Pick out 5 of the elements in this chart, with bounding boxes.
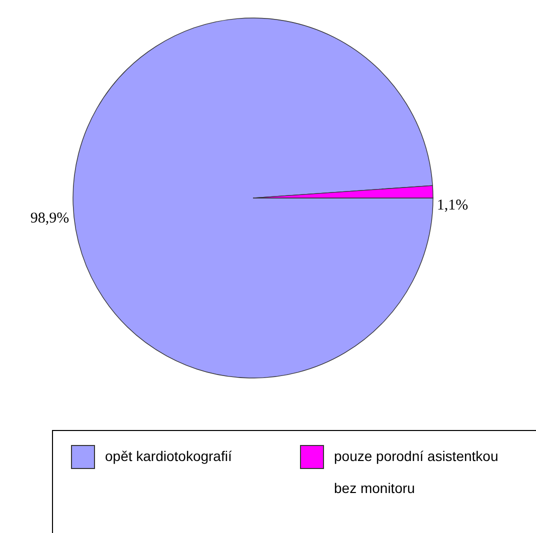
data-label: 98,9% xyxy=(30,210,70,226)
data-label: 1,1% xyxy=(436,198,468,214)
pie-slice xyxy=(72,18,434,378)
legend-label: opět kardiotokografií xyxy=(105,447,233,466)
legend-label: pouze porodní asistentkou bez monitoru xyxy=(334,447,500,498)
